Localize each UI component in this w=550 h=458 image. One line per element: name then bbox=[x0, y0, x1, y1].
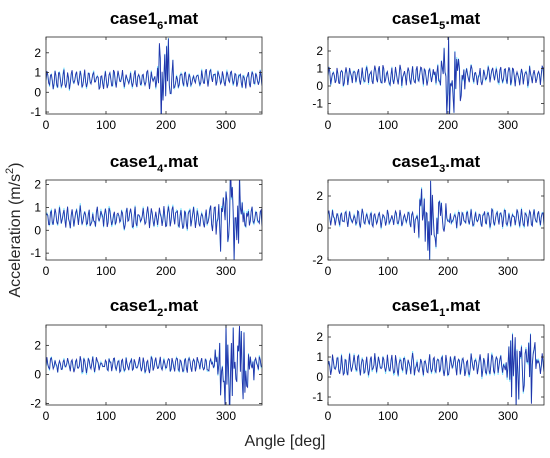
x-tick-label: 100 bbox=[96, 409, 116, 423]
y-tick-label: -1 bbox=[312, 390, 323, 404]
x-tick-label: 300 bbox=[498, 409, 518, 423]
subplot-title: case12.mat bbox=[110, 296, 199, 319]
series-lines bbox=[328, 37, 544, 114]
x-tick-label: 300 bbox=[216, 118, 236, 132]
y-tick-label: -1 bbox=[30, 105, 41, 119]
subplot-title-subscript: 5 bbox=[439, 20, 445, 32]
series-line-filtered bbox=[328, 37, 544, 114]
y-tick-label: 0 bbox=[316, 221, 323, 235]
x-tick-label: 300 bbox=[216, 264, 236, 278]
x-tick-label: 0 bbox=[325, 409, 332, 423]
y-tick-label: -2 bbox=[312, 253, 323, 267]
x-tick-label: 0 bbox=[43, 409, 50, 423]
y-tick-label: 2 bbox=[316, 44, 323, 58]
x-tick-label: 200 bbox=[156, 409, 176, 423]
series-lines bbox=[328, 332, 544, 405]
x-tick-label: 0 bbox=[43, 118, 50, 132]
subplot-title-subscript: 4 bbox=[157, 163, 164, 175]
y-tick-label: -1 bbox=[30, 246, 41, 260]
y-tick-label: 0 bbox=[34, 367, 41, 381]
x-tick-label: 200 bbox=[438, 409, 458, 423]
y-tick-label: 2 bbox=[34, 338, 41, 352]
series-line-filtered bbox=[46, 38, 262, 114]
series-lines bbox=[328, 180, 544, 260]
x-tick-label: 100 bbox=[378, 409, 398, 423]
y-tick-label: 0 bbox=[34, 223, 41, 237]
subplot-title: case15.mat bbox=[392, 9, 481, 32]
y-tick-label: -1 bbox=[312, 97, 323, 111]
x-tick-label: 100 bbox=[96, 264, 116, 278]
y-tick-label: 2 bbox=[316, 189, 323, 203]
y-tick-label: 2 bbox=[316, 330, 323, 344]
y-axis-label: Acceleration (m/s2) bbox=[4, 162, 24, 297]
x-tick-label: 200 bbox=[438, 118, 458, 132]
x-tick-label: 0 bbox=[325, 264, 332, 278]
subplot-title-subscript: 3 bbox=[439, 163, 445, 175]
y-tick-label: 1 bbox=[316, 350, 323, 364]
series-line-filtered bbox=[328, 334, 544, 405]
y-tick-label: 2 bbox=[34, 178, 41, 192]
y-tick-label: 1 bbox=[34, 66, 41, 80]
subplot-title-subscript: 2 bbox=[157, 307, 163, 319]
y-tick-label: 1 bbox=[316, 62, 323, 76]
axes-frame bbox=[45, 324, 263, 406]
x-tick-label: 100 bbox=[378, 264, 398, 278]
y-tick-label: 0 bbox=[34, 85, 41, 99]
y-tick-label: 1 bbox=[34, 200, 41, 214]
axes-frame bbox=[45, 36, 263, 115]
series-lines bbox=[46, 37, 262, 114]
subplot-title-subscript: 1 bbox=[439, 307, 445, 319]
axes-frame bbox=[327, 36, 545, 115]
subplot-title: case14.mat bbox=[110, 152, 199, 175]
x-tick-label: 300 bbox=[498, 264, 518, 278]
x-tick-label: 100 bbox=[378, 118, 398, 132]
x-tick-label: 200 bbox=[156, 264, 176, 278]
subplot-title: case11.mat bbox=[392, 296, 481, 319]
series-lines bbox=[46, 180, 262, 260]
x-tick-label: 100 bbox=[96, 118, 116, 132]
subplot-title: case13.mat bbox=[392, 152, 481, 175]
subplot-title-subscript: 6 bbox=[157, 20, 163, 32]
y-tick-label: 0 bbox=[316, 370, 323, 384]
x-axis-label: Angle [deg] bbox=[245, 433, 326, 450]
x-tick-label: 0 bbox=[43, 264, 50, 278]
x-tick-label: 300 bbox=[498, 118, 518, 132]
series-line-filtered bbox=[46, 180, 262, 260]
x-tick-label: 0 bbox=[325, 118, 332, 132]
series-line-filtered bbox=[46, 325, 262, 405]
subplot-title: case16.mat bbox=[110, 9, 199, 32]
series-line-filtered bbox=[328, 180, 544, 260]
series-line-raw bbox=[46, 180, 262, 260]
axes-frame bbox=[327, 324, 545, 406]
axes-frame bbox=[45, 179, 263, 261]
x-tick-label: 200 bbox=[438, 264, 458, 278]
series-lines bbox=[46, 325, 262, 405]
x-tick-label: 200 bbox=[156, 118, 176, 132]
axes-frame bbox=[327, 179, 545, 261]
y-tick-label: 0 bbox=[316, 79, 323, 93]
y-tick-label: -2 bbox=[30, 397, 41, 411]
y-tick-label: 2 bbox=[34, 46, 41, 60]
y-axis-label-superscript: 2 bbox=[4, 168, 16, 174]
x-tick-label: 300 bbox=[216, 409, 236, 423]
